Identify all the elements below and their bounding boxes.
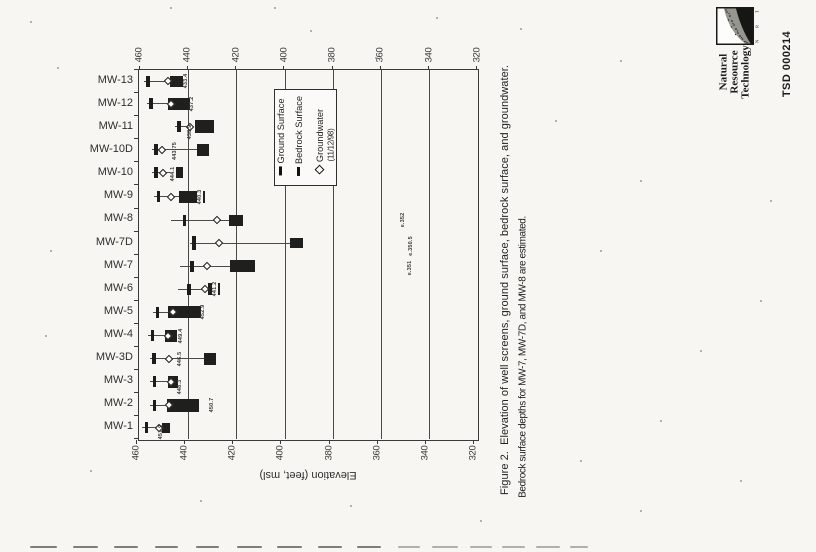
svg-text:R: R (755, 25, 760, 28)
svg-text:T: T (755, 10, 760, 13)
svg-text:N: N (755, 39, 760, 43)
